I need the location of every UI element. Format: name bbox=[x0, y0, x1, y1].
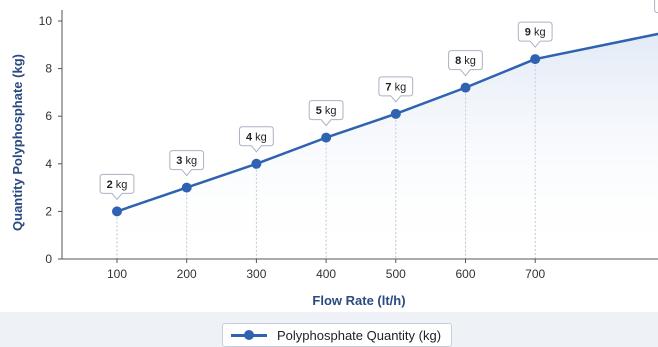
data-point-600 bbox=[460, 82, 471, 93]
data-label-text-500: 7 kg bbox=[385, 81, 406, 93]
x-tick-label-200: 200 bbox=[177, 267, 197, 281]
data-point-500 bbox=[390, 108, 401, 119]
data-label-900: 10 kg bbox=[654, 0, 658, 14]
y-tick-label-2: 2 bbox=[45, 204, 52, 218]
y-tick-label-4: 4 bbox=[45, 157, 52, 171]
data-label-box-100 bbox=[99, 173, 135, 201]
data-label-600: 8 kg bbox=[448, 50, 483, 77]
data-point-100 bbox=[112, 206, 122, 217]
legend[interactable]: Polyphosphate Quantity (kg) bbox=[222, 323, 453, 347]
data-point-700 bbox=[530, 54, 541, 65]
x-tick-label-700: 700 bbox=[525, 267, 545, 281]
legend-series-swatch bbox=[231, 329, 267, 341]
series-line bbox=[116, 32, 658, 213]
legend-series-label: Polyphosphate Quantity (kg) bbox=[277, 327, 442, 343]
y-tick-label-0: 0 bbox=[45, 252, 52, 266]
data-label-text-600: 8 kg bbox=[455, 55, 476, 67]
y-axis-title: Quantity Polyphosphate (kg) bbox=[10, 54, 25, 231]
data-label-box-300 bbox=[239, 126, 274, 153]
data-point-200 bbox=[181, 182, 192, 193]
data-label-box-600 bbox=[448, 50, 483, 77]
x-tick-label-300: 300 bbox=[246, 267, 266, 281]
data-label-box-200 bbox=[169, 150, 205, 177]
y-tick-label-8: 8 bbox=[45, 62, 52, 76]
data-label-text-200: 3 kg bbox=[176, 155, 197, 167]
data-label-200: 3 kg bbox=[169, 150, 205, 177]
data-label-700: 9 kg bbox=[517, 21, 553, 48]
y-tick-label-10: 10 bbox=[39, 14, 53, 28]
data-label-box-700 bbox=[517, 21, 553, 48]
data-label-box-900 bbox=[654, 0, 658, 14]
data-label-box-500 bbox=[378, 76, 414, 103]
x-axis-title: Flow Rate (lt/h) bbox=[312, 293, 405, 308]
data-label-text-700: 9 kg bbox=[525, 27, 546, 39]
data-label-text-300: 4 kg bbox=[246, 131, 267, 143]
data-label-500: 7 kg bbox=[378, 76, 414, 103]
data-label-300: 4 kg bbox=[239, 126, 274, 153]
x-tick-label-600: 600 bbox=[455, 267, 475, 281]
data-label-box-400 bbox=[308, 100, 344, 127]
data-point-400 bbox=[321, 132, 332, 143]
data-point-300 bbox=[251, 158, 262, 169]
y-tick-label-6: 6 bbox=[45, 109, 52, 123]
data-label-100: 2 kg bbox=[99, 173, 135, 201]
x-tick-label-500: 500 bbox=[386, 267, 406, 281]
series-area bbox=[117, 33, 658, 259]
data-label-text-100: 2 kg bbox=[107, 179, 128, 191]
line-chart: 0246810100200300400500600700900Flow Rate… bbox=[10, 0, 658, 308]
data-label-400: 5 kg bbox=[308, 100, 344, 127]
data-label-text-400: 5 kg bbox=[316, 105, 337, 117]
x-tick-label-400: 400 bbox=[316, 267, 336, 281]
x-tick-label-100: 100 bbox=[107, 267, 127, 281]
